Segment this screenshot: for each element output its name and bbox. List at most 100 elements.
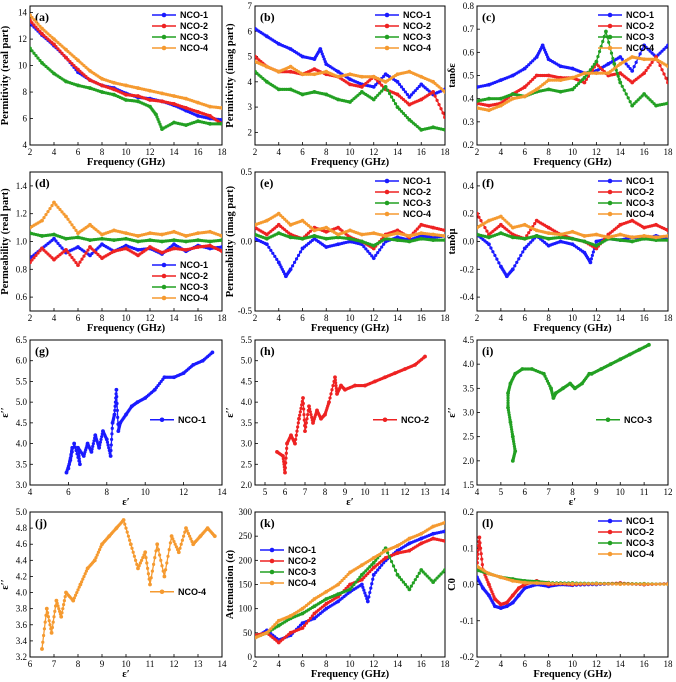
- data-point: [98, 547, 102, 552]
- y-tick-label: 4.4: [16, 555, 28, 565]
- y-axis-label: tanδε: [447, 63, 458, 88]
- data-point: [596, 54, 600, 59]
- y-tick-label: 0.0: [241, 237, 253, 247]
- data-point: [380, 563, 384, 567]
- data-point: [443, 115, 445, 120]
- data-point: [479, 552, 483, 556]
- data-point: [443, 520, 445, 525]
- data-point: [352, 582, 356, 587]
- data-point: [409, 584, 413, 588]
- data-point: [497, 261, 501, 265]
- data-point: [415, 574, 419, 579]
- data-point: [294, 433, 298, 437]
- x-tick-label: 12: [179, 487, 188, 497]
- data-point: [269, 627, 273, 631]
- legend-marker: [161, 12, 167, 18]
- panel-e: 2 4 6 8 10 12 14 16 18 -0.5 0.0 0.5 Frequency (GHz) P…: [225, 167, 450, 334]
- series-layer: [506, 342, 651, 463]
- data-point: [615, 71, 619, 75]
- data-point: [510, 430, 514, 434]
- data-point: [144, 556, 148, 560]
- data-point: [334, 381, 338, 385]
- legend-marker: [161, 273, 167, 279]
- legend-marker: [384, 211, 390, 217]
- y-tick-label: 0.2: [463, 209, 474, 219]
- data-point: [61, 607, 65, 611]
- data-point: [443, 90, 445, 94]
- legend-label: NCO-2: [626, 187, 654, 197]
- data-point: [62, 599, 66, 603]
- data-point: [371, 572, 376, 577]
- data-point: [46, 611, 50, 615]
- data-point: [142, 553, 146, 557]
- x-tick-label: 12: [146, 147, 155, 157]
- legend: NCO-1: [150, 415, 206, 425]
- data-point: [94, 556, 98, 560]
- data-point: [592, 62, 596, 66]
- legend-marker: [605, 417, 611, 423]
- data-point: [281, 457, 285, 461]
- data-point: [435, 98, 439, 102]
- data-point: [397, 575, 402, 579]
- x-tick-label: 12: [592, 313, 601, 323]
- data-point: [284, 451, 288, 455]
- data-point: [62, 603, 66, 607]
- x-tick-label: 11: [146, 659, 155, 669]
- series-markers-nco-2: [255, 536, 445, 645]
- data-point: [46, 615, 51, 619]
- x-tick-label: 16: [417, 313, 427, 323]
- data-point: [295, 429, 299, 433]
- data-point: [443, 238, 445, 243]
- panel-label: (f): [482, 176, 494, 190]
- y-tick-label: 250: [239, 531, 253, 541]
- data-point: [92, 558, 97, 563]
- data-point: [602, 582, 606, 586]
- data-point: [36, 56, 40, 60]
- data-point: [296, 425, 300, 429]
- data-point: [340, 578, 344, 583]
- data-point: [554, 581, 559, 586]
- y-tick-label: 6.0: [16, 356, 28, 366]
- data-point: [662, 582, 666, 586]
- data-point: [81, 577, 85, 581]
- data-point: [636, 98, 640, 102]
- panel-j: 6 7 8 9 10 11 12 13 14 3.2 3.4 3.6 3.8 4.0 4.2 4.4 4.6 4.…: [0, 507, 227, 680]
- data-point: [331, 383, 335, 388]
- x-axis-label: Frequency (GHz): [311, 323, 390, 334]
- data-point: [578, 80, 583, 84]
- data-point: [89, 449, 94, 454]
- data-point: [220, 249, 222, 254]
- data-point: [531, 238, 535, 242]
- data-point: [267, 629, 271, 633]
- data-point: [601, 39, 605, 44]
- x-tick-label: 4: [52, 147, 57, 157]
- data-point: [135, 562, 139, 566]
- data-point: [620, 84, 624, 88]
- data-point: [42, 633, 46, 638]
- data-point: [607, 40, 611, 44]
- legend-marker: [607, 540, 613, 546]
- data-point: [301, 401, 305, 406]
- y-tick-label: 3.5: [463, 383, 475, 393]
- data-point: [54, 239, 58, 243]
- x-tick-label: 4: [475, 487, 480, 497]
- y-axis-label: Permeability (real part): [0, 188, 11, 295]
- data-point: [634, 60, 638, 64]
- data-point: [512, 444, 517, 448]
- series-markers-nco-4: [255, 59, 445, 94]
- data-point: [369, 586, 373, 590]
- data-point: [116, 415, 120, 419]
- x-tick-label: 4: [277, 313, 282, 323]
- data-point: [427, 576, 431, 580]
- data-point: [334, 383, 338, 388]
- x-axis-label: Frequency (GHz): [533, 669, 612, 680]
- data-point: [171, 537, 175, 541]
- data-point: [646, 96, 650, 100]
- data-point: [293, 441, 297, 446]
- x-tick-label: 4: [499, 313, 504, 323]
- data-point: [146, 572, 150, 576]
- data-point: [431, 90, 436, 94]
- x-tick-label: 4: [52, 313, 57, 323]
